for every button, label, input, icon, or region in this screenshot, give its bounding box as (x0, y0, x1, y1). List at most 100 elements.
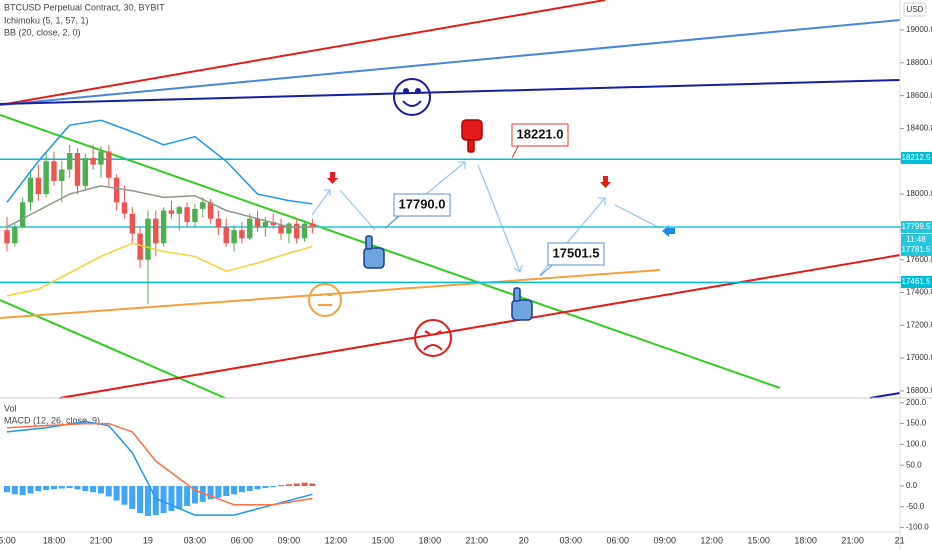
histogram-bar (58, 485, 65, 489)
hand-icons (363, 119, 533, 321)
histogram-bar (301, 482, 308, 486)
smiley-happy (393, 78, 431, 116)
candle-body (184, 207, 190, 222)
callout-box (511, 123, 569, 147)
price-tag-label: 18212.5 (902, 153, 931, 162)
histogram-bar (74, 485, 81, 490)
histogram-bar (184, 485, 191, 506)
histogram-bar (97, 485, 104, 494)
price-tag (901, 152, 932, 164)
candle-body (294, 223, 300, 239)
histogram-bar (231, 485, 238, 495)
candle-body (27, 177, 34, 203)
candle-body (286, 223, 292, 234)
indicator-label: Vol (4, 403, 17, 413)
candle-body (43, 161, 49, 195)
candle-body (12, 226, 18, 244)
candle-body (231, 230, 237, 244)
y-tick-label: 18000.0 (906, 189, 932, 198)
candle-body (239, 230, 245, 239)
candle-body (35, 177, 42, 195)
histogram-bar (207, 485, 214, 500)
candle-body (129, 213, 135, 234)
y-tick-label: 19000.0 (906, 25, 932, 34)
currency-button[interactable] (903, 2, 927, 17)
histogram-bar (105, 485, 112, 497)
y-tick-label: 17400.0 (906, 288, 932, 297)
x-tick-label: 12:00 (325, 535, 348, 545)
x-tick-label: 5:00 (0, 535, 16, 545)
candle-body (66, 153, 73, 170)
candle-body (59, 169, 65, 181)
histogram-bar (223, 485, 230, 496)
candle-body (74, 153, 81, 186)
histogram-bar (309, 483, 316, 486)
histogram-bar (293, 483, 300, 486)
indicator-label: BB (20, close, 2, 0) (4, 27, 81, 37)
candle-body (51, 161, 57, 181)
histogram-bar (238, 485, 245, 493)
x-tick-label: 21 (895, 535, 905, 545)
candle-body (113, 177, 120, 203)
candle-body (19, 202, 26, 227)
countdown-bg (901, 234, 932, 245)
histogram-bar (152, 485, 159, 516)
y-tick-label: 17200.0 (906, 320, 932, 329)
candle-body (200, 202, 206, 209)
histogram-bar (160, 485, 167, 514)
y-tick-label: 18800.0 (906, 58, 932, 67)
x-tick-label: 03:00 (184, 535, 207, 545)
candle-body (82, 157, 88, 186)
candle-body (215, 218, 222, 227)
candle-body (153, 218, 159, 244)
candle-body (247, 218, 253, 239)
indicator-label: Ichimoku (5, 1, 57, 1) (4, 15, 89, 25)
y-tick-label: 150.0 (906, 419, 927, 428)
histogram-bar (176, 485, 183, 509)
histogram-bar (215, 485, 222, 498)
candle-body (223, 226, 229, 244)
indicator-label: MACD (12, 26, close, 9) (4, 415, 100, 425)
histogram-bar (27, 485, 34, 494)
marker-arrows (327, 172, 675, 237)
price-tag (901, 221, 932, 233)
indicator-line (6, 185, 313, 228)
y-tick-label: 200.0 (906, 398, 927, 407)
x-tick-label: 18:00 (794, 535, 817, 545)
y-tick-label: -100.0 (906, 523, 929, 532)
histogram-bar (50, 485, 57, 490)
candle-body (4, 230, 10, 244)
callout-box (393, 193, 451, 217)
histogram-bar (11, 485, 18, 495)
price-tag-label: 17799.5 (902, 222, 931, 231)
x-tick-label: 12:00 (700, 535, 723, 545)
trend-line (0, 19, 901, 106)
callout-label: 17790.0 (399, 196, 446, 211)
histogram-bar (113, 485, 120, 501)
trend-line (869, 392, 901, 399)
candle-body (309, 223, 316, 227)
histogram-bar (199, 485, 206, 502)
candle-body (145, 218, 151, 260)
x-tick-label: 18:00 (419, 535, 442, 545)
y-tick-label: 50.0 (906, 460, 922, 469)
price-tag (901, 244, 932, 256)
x-tick-label: 21:00 (466, 535, 489, 545)
histogram-bar (270, 485, 277, 488)
drawings (0, 0, 901, 399)
x-tick-label: 03:00 (559, 535, 582, 545)
histogram-bar (278, 485, 285, 487)
candle-body (106, 151, 112, 178)
histogram-bar (4, 485, 10, 493)
candle-body (262, 221, 269, 227)
indicator-line (6, 242, 313, 297)
trend-line (0, 79, 901, 105)
indicator-line (6, 422, 313, 506)
histogram-bar (90, 485, 97, 493)
symbol-title: BTCUSD Perpetual Contract, 30, BYBIT (4, 2, 165, 12)
candle-body (137, 233, 143, 260)
candle-body (301, 223, 308, 239)
x-tick-label: 19 (143, 535, 153, 545)
histogram-bar (254, 485, 261, 490)
candle-body (160, 210, 167, 244)
